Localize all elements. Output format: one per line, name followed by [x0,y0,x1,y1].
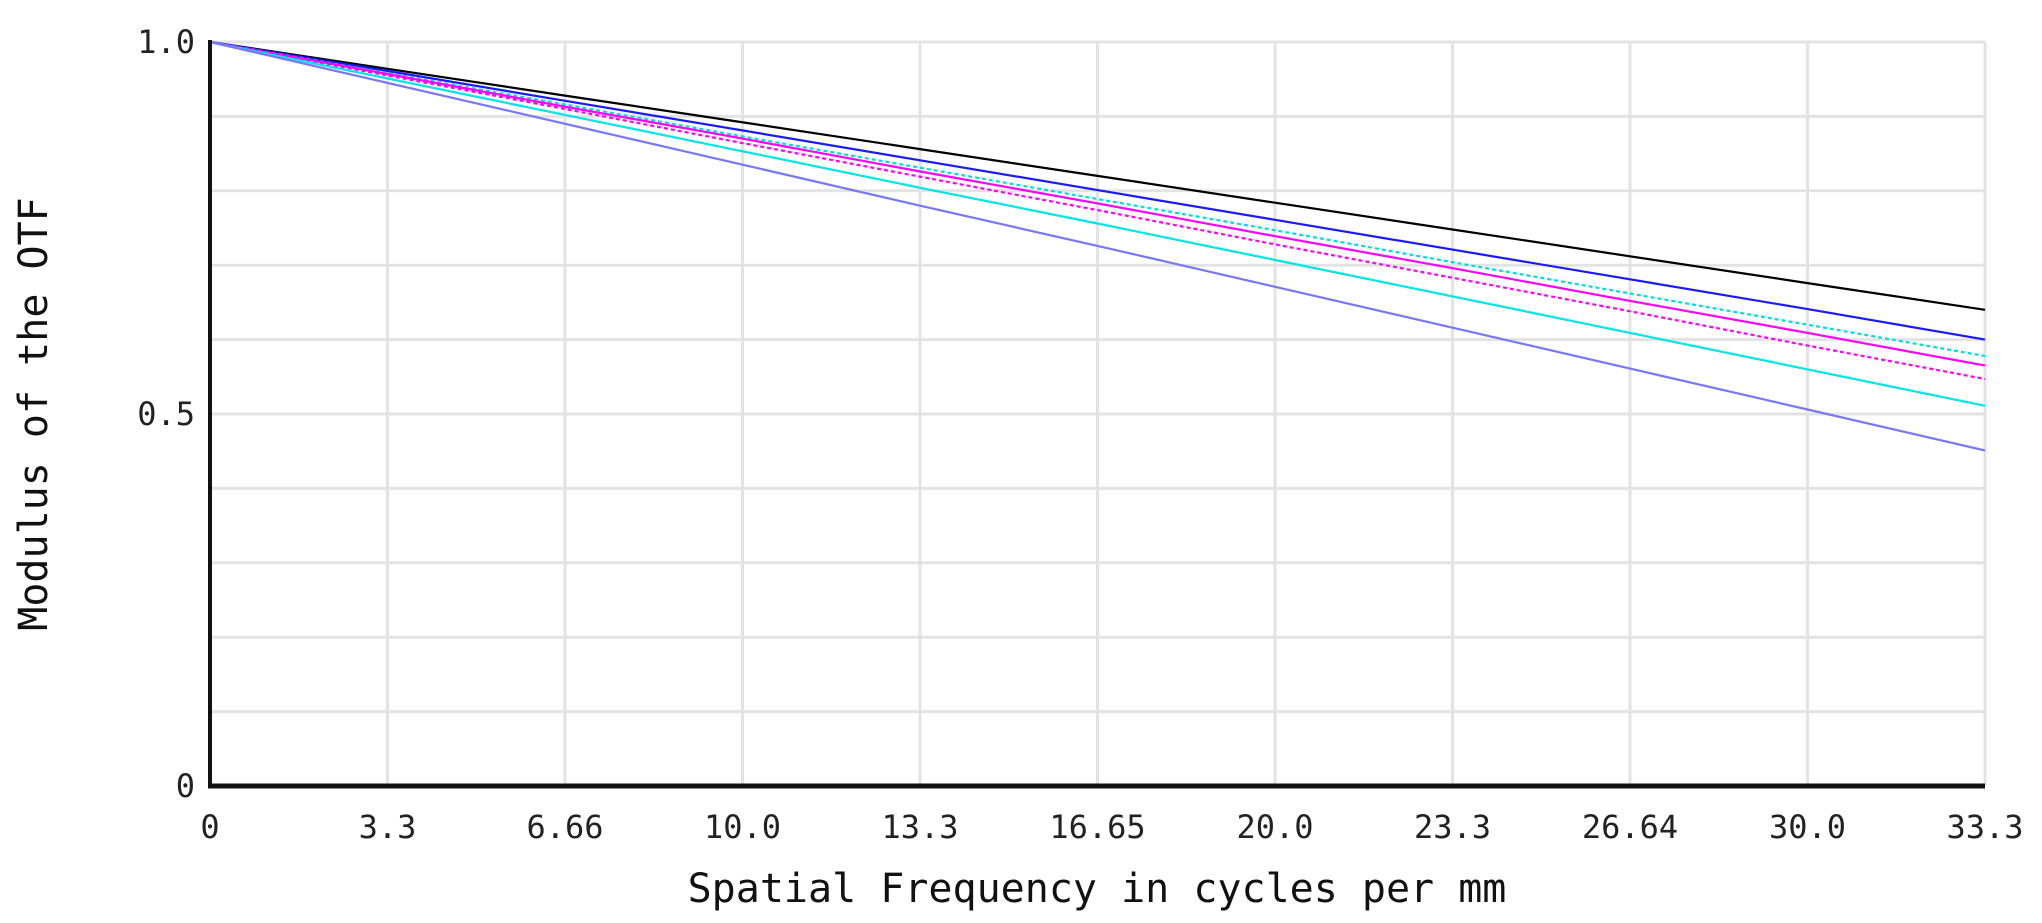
y-tick-label: 0 [176,767,195,805]
y-axis-title: Modulus of the OTF [11,197,57,630]
y-tick-label: 1.0 [137,23,195,61]
series-line-2 [209,40,1986,341]
x-tick-label: 26.64 [1582,808,1678,846]
x-tick-label: 30.0 [1769,808,1846,846]
x-tick-label: 16.65 [1049,808,1145,846]
x-tick-label: 20.0 [1236,808,1313,846]
y-tick-labels: 0 0.5 1.0 [137,23,195,805]
x-tick-labels: 0 3.3 6.66 10.0 13.3 16.65 20.0 23.3 26.64 30.0 33… [200,808,2023,846]
series-line-4 [209,40,1986,367]
y-tick-label: 0.5 [137,395,195,433]
x-tick-label: 3.3 [359,808,417,846]
x-axis-title: Spatial Frequency in cycles per mm [688,866,1507,912]
x-tick-label: 13.3 [881,808,958,846]
series-line-1 [209,40,1986,311]
x-tick-label: 33.3 [1946,808,2023,846]
x-tick-label: 23.3 [1414,808,1491,846]
series-line-5 [209,40,1986,381]
x-tick-label: 10.0 [704,808,781,846]
series-lines [209,40,1986,452]
series-line-7 [209,40,1986,452]
x-tick-label: 6.66 [526,808,603,846]
x-tick-label: 0 [200,808,219,846]
series-line-6 [209,40,1986,407]
